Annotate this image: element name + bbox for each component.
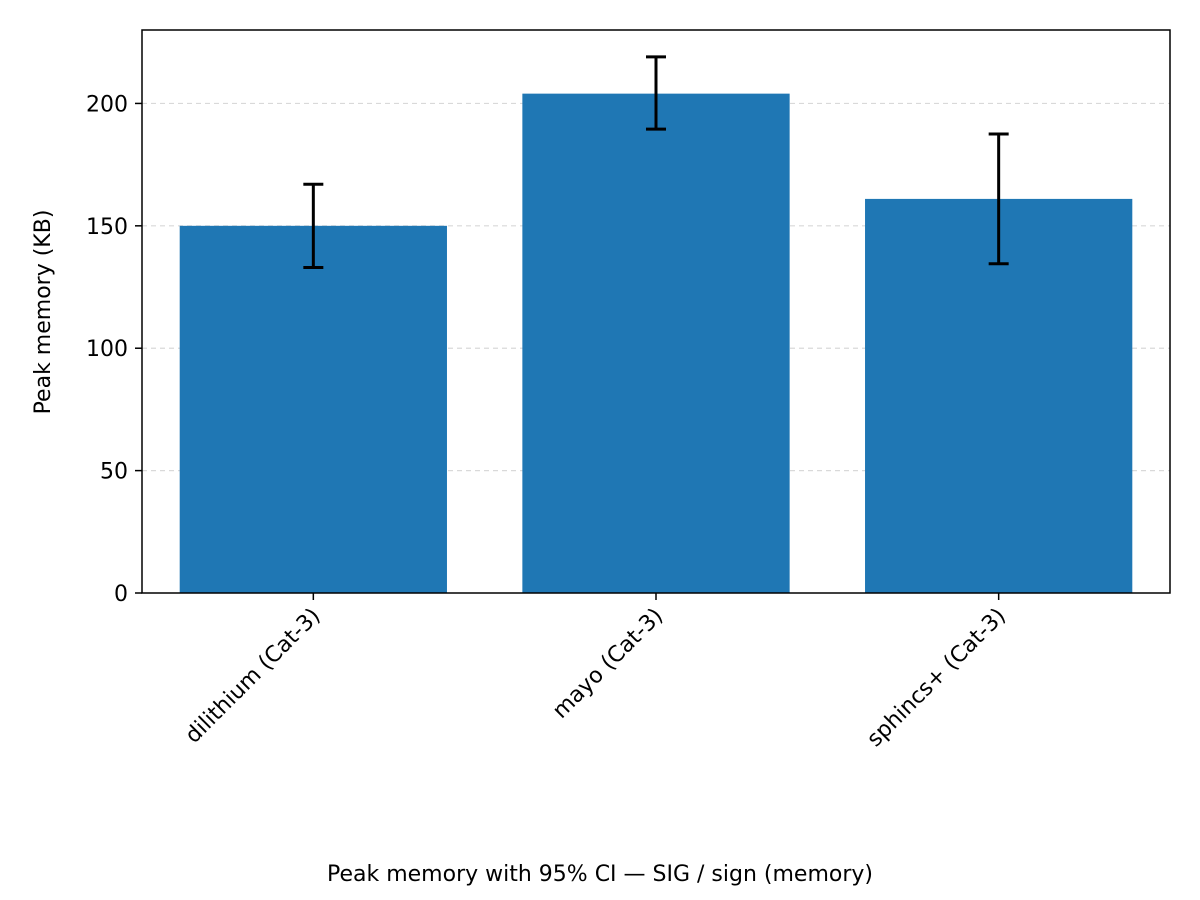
error-bars (303, 55, 1009, 269)
bar (179, 225, 447, 593)
x-tick-label: mayo (Cat-3) (548, 604, 668, 724)
y-tick-label: 200 (86, 92, 128, 117)
y-tick-label: 0 (114, 582, 128, 607)
x-tick-label: sphincs+ (Cat-3) (862, 604, 1010, 752)
y-axis-ticks: 0 50 100 150 200 (86, 92, 142, 607)
y-tick-label: 100 (86, 337, 128, 362)
chart-caption: Peak memory with 95% CI — SIG / sign (me… (326, 862, 873, 887)
x-axis-ticks: dilithium (Cat-3) mayo (Cat-3) sphincs+ (C… (181, 593, 1011, 752)
y-axis-title: Peak memory (KB) (31, 210, 56, 415)
x-tick-label: dilithium (Cat-3) (181, 604, 326, 749)
bars (179, 93, 1133, 593)
y-tick-label: 50 (100, 460, 128, 485)
bar (522, 93, 790, 593)
y-tick-label: 150 (86, 215, 128, 240)
